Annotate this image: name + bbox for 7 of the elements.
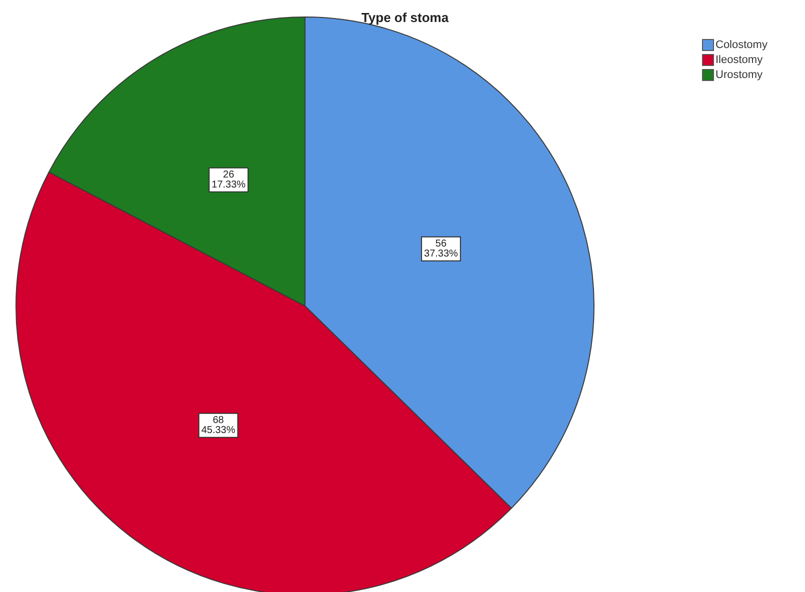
data-label: 26 17.33% [212, 169, 246, 190]
legend-label: Colostomy [716, 39, 768, 51]
chart-title: Type of stoma [361, 10, 450, 25]
data-label: 56 37.33% [424, 238, 458, 260]
legend-label: Urostomy [716, 69, 764, 81]
legend-label: Ileostomy [716, 54, 764, 66]
data-label: 68 45.33% [201, 414, 236, 436]
